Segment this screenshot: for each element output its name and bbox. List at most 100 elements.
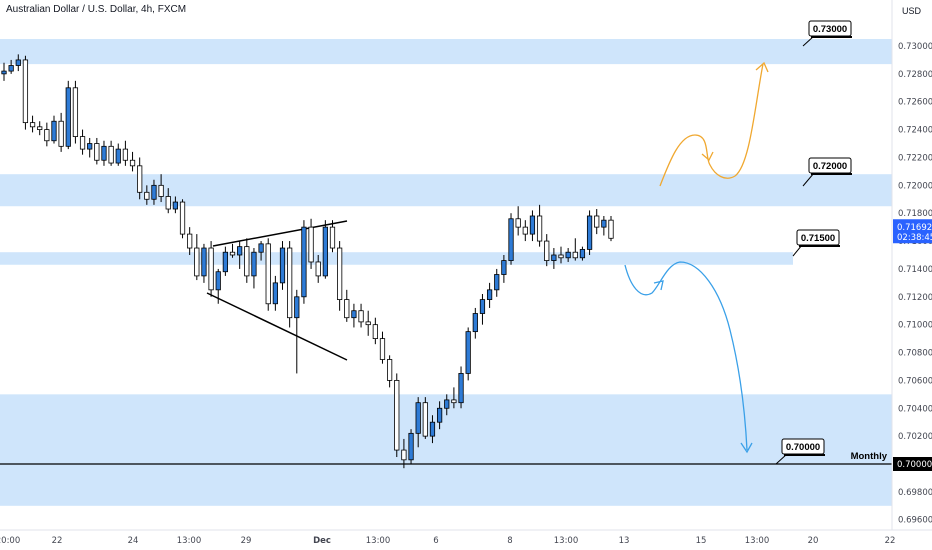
candle-up <box>172 196 179 214</box>
candle-body <box>572 251 578 259</box>
candle-down <box>365 310 371 336</box>
chart-title: Australian Dollar / U.S. Dollar, 4h, FXC… <box>6 4 187 15</box>
price-tick-label: 0.72400 <box>898 126 932 136</box>
level-callout: 0.73000 <box>802 20 852 47</box>
candle-up <box>101 140 107 166</box>
candle-body <box>229 251 236 256</box>
price-tick-label: 0.70600 <box>898 376 932 386</box>
candle-body <box>594 215 600 228</box>
candle-body <box>8 65 14 72</box>
candle-body <box>194 247 200 277</box>
candle-down <box>522 220 528 242</box>
candle-body <box>522 226 528 235</box>
candle-down <box>37 121 43 136</box>
candle-up <box>322 220 328 279</box>
level-labels-layer: 0.73000 0.72000 0.71500 0.70000 <box>775 20 852 465</box>
candle-body <box>608 219 614 239</box>
time-tick-label: 6 <box>433 536 438 546</box>
candle-down <box>308 218 314 269</box>
candle-body <box>351 310 357 319</box>
candle-body <box>529 215 536 235</box>
candle-body <box>37 126 43 130</box>
candle-up <box>579 246 586 261</box>
candle-down <box>329 220 336 253</box>
candle-up <box>429 415 436 444</box>
level-callout-shadow <box>811 173 852 175</box>
candle-up <box>65 80 71 150</box>
candle-up <box>415 397 421 448</box>
candle-up <box>301 220 307 304</box>
candle-up <box>237 241 243 269</box>
candle-body <box>15 59 21 66</box>
candle-down <box>265 238 271 311</box>
candle-body <box>87 143 93 150</box>
candle-body <box>536 215 543 242</box>
candle-body <box>165 196 171 210</box>
candle-body <box>94 143 100 161</box>
time-tick-label: 13:00 <box>554 536 579 546</box>
candle-body <box>544 240 550 261</box>
candle-body <box>472 313 478 333</box>
monthly-axis-tag <box>893 457 932 471</box>
price-tick-label: 0.71800 <box>898 209 932 219</box>
candle-down <box>315 255 321 283</box>
last-price-box <box>893 219 932 244</box>
candle-body <box>44 129 50 142</box>
candle-down <box>229 243 236 258</box>
candle-body <box>344 299 350 319</box>
candle-up <box>601 215 607 236</box>
price-tick-label: 0.72600 <box>898 98 932 108</box>
time-axis[interactable]: 20:00 22 24 13:00 29 Dec 13:00 6 8 13:00 13 15 13:00… <box>0 529 932 546</box>
candle-down <box>44 122 50 147</box>
blue-arrow-mid <box>653 280 664 291</box>
price-axis[interactable]: 0.73000 0.72800 0.72600 0.72400 0.72200 0.720… <box>891 0 932 530</box>
candle-body <box>429 421 436 437</box>
candle-down <box>572 238 578 261</box>
candle-down <box>122 140 129 166</box>
candle-body <box>408 432 414 461</box>
candle-down <box>337 241 343 311</box>
time-tick-label: 29 <box>241 536 252 546</box>
candle-down <box>358 303 364 328</box>
support-resistance-zone <box>0 39 892 65</box>
price-tick-label: 0.69600 <box>898 516 932 526</box>
candle-up <box>201 243 207 283</box>
candle-down <box>401 438 407 469</box>
candle-body <box>365 321 371 326</box>
level-callout-pointer <box>802 172 815 187</box>
countdown-value: 02:38:45 <box>897 233 932 243</box>
candle-up <box>1 62 7 81</box>
candle-down <box>22 55 29 130</box>
projection-paths-layer <box>624 61 769 454</box>
candle-body <box>22 59 29 124</box>
candle-up <box>529 210 536 242</box>
time-tick-label: 20:00 <box>0 536 20 546</box>
candle-body <box>151 184 157 200</box>
candle-body <box>101 145 107 161</box>
candle-up <box>444 394 450 416</box>
candle-body <box>29 122 36 128</box>
candle-up <box>494 268 500 297</box>
candle-body <box>51 120 57 142</box>
candle-body <box>294 296 300 319</box>
candle-down <box>422 397 428 439</box>
candle-up <box>565 248 571 262</box>
level-callout-label: 0.71500 <box>801 233 835 244</box>
candle-body <box>222 251 228 273</box>
level-callout-shadow <box>784 454 825 456</box>
support-resistance-zone <box>0 174 892 207</box>
candle-body <box>179 201 186 235</box>
support-resistance-zone <box>0 394 892 506</box>
candle-down <box>208 241 214 297</box>
level-callout: 0.71500 <box>792 229 840 257</box>
candle-down <box>372 317 378 345</box>
blue-projection-path <box>624 261 748 451</box>
candle-up <box>279 241 286 290</box>
candle-body <box>158 184 164 197</box>
zones-layer <box>0 39 892 506</box>
candle-down <box>129 151 136 172</box>
candle-down <box>158 174 164 203</box>
time-tick-label: 13:00 <box>745 536 770 546</box>
